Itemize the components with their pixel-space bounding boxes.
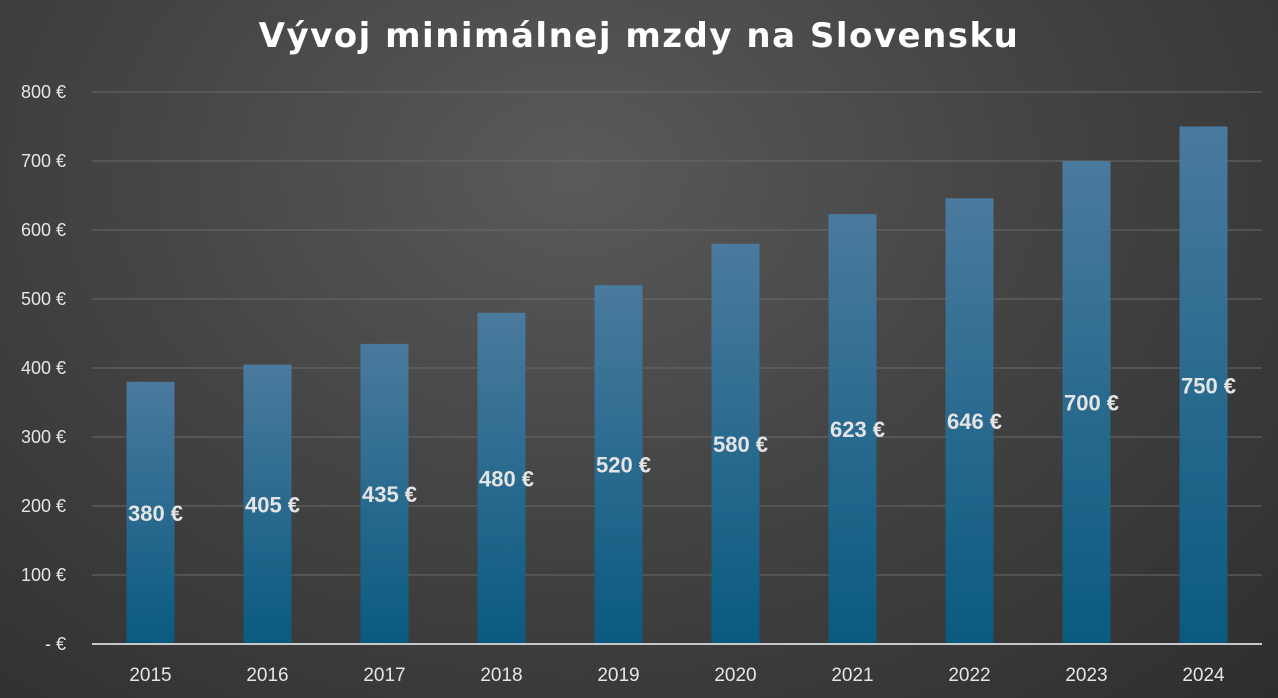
y-tick-label: 300 € — [21, 427, 66, 447]
data-label: 623 € — [830, 417, 885, 442]
data-labels: 380 € 405 € 435 € 480 € 520 € 580 € 623 € 646 €… — [128, 373, 1236, 526]
bars — [126, 126, 1228, 645]
y-axis-ticks: - € 100 € 200 € 300 € 400 € 500 € 600 € 700 € 80… — [21, 82, 66, 654]
data-label: 405 € — [245, 492, 300, 517]
y-tick-label: 400 € — [21, 358, 66, 378]
data-label: 700 € — [1064, 391, 1119, 416]
data-label: 435 € — [362, 482, 417, 507]
bar-2023 — [1062, 161, 1111, 644]
x-tick-label: 2024 — [1182, 665, 1225, 686]
bar-2016 — [243, 364, 292, 644]
x-tick-label: 2015 — [129, 665, 171, 686]
x-axis-ticks: 2015 2016 2017 2018 2019 2020 2021 2022 2023 2024 — [129, 665, 1225, 686]
data-label: 380 € — [128, 501, 183, 526]
x-tick-label: 2022 — [948, 665, 990, 686]
bar-2024 — [1179, 126, 1228, 644]
bar-2017 — [360, 343, 409, 644]
x-tick-label: 2016 — [246, 665, 288, 686]
x-tick-label: 2023 — [1065, 665, 1107, 686]
bar-2015 — [126, 381, 175, 644]
data-label: 580 € — [713, 432, 768, 457]
bar-2022 — [945, 198, 994, 644]
y-tick-label: 500 € — [21, 289, 66, 309]
data-label: 480 € — [479, 466, 534, 491]
x-tick-label: 2017 — [363, 665, 405, 686]
bar-2021 — [828, 214, 877, 644]
x-tick-label: 2018 — [480, 665, 522, 686]
x-tick-label: 2021 — [831, 665, 873, 686]
data-label: 750 € — [1181, 373, 1236, 398]
bar-2019 — [594, 285, 643, 644]
y-tick-label: 800 € — [21, 82, 66, 102]
y-tick-label: - € — [45, 634, 66, 654]
x-tick-label: 2020 — [714, 665, 756, 686]
data-label: 520 € — [596, 453, 651, 478]
data-label: 646 € — [947, 409, 1002, 434]
y-tick-label: 700 € — [21, 151, 66, 171]
bar-2020 — [711, 243, 760, 645]
x-tick-label: 2019 — [597, 665, 639, 686]
y-tick-label: 200 € — [21, 496, 66, 516]
chart-title: Vývoj minimálnej mzdy na Slovensku — [259, 16, 1020, 56]
y-tick-label: 100 € — [21, 565, 66, 585]
y-tick-label: 600 € — [21, 220, 66, 240]
bar-2018 — [477, 312, 526, 644]
